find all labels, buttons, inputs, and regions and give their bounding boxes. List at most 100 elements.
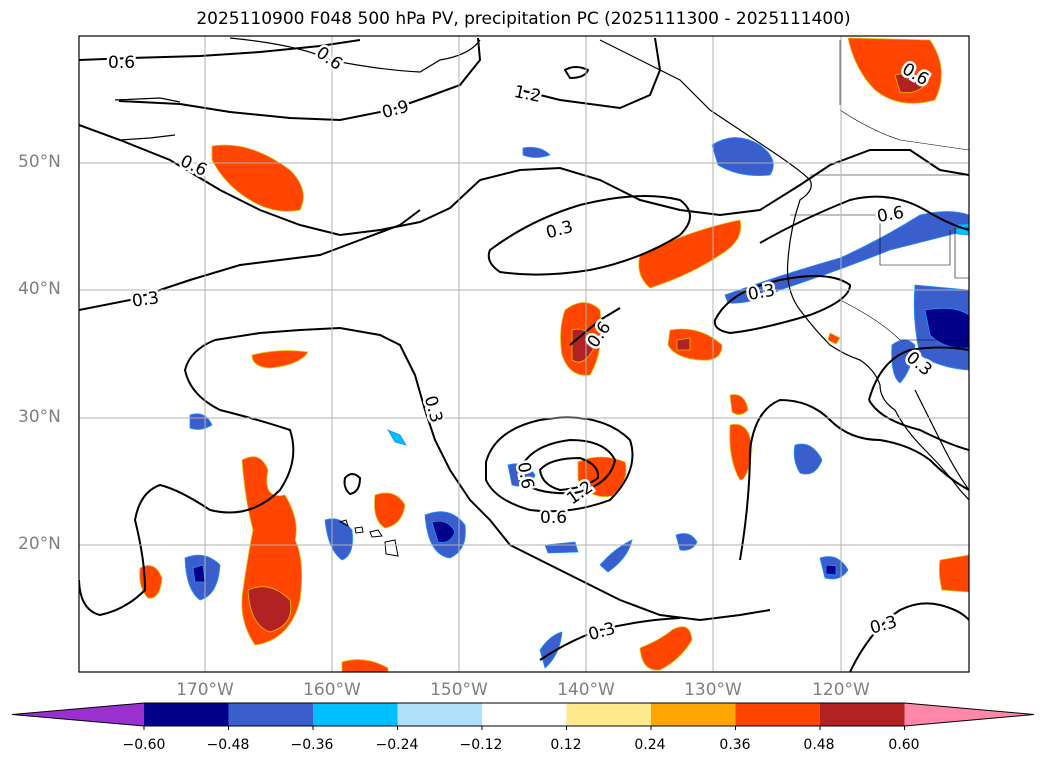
colorbar-tick-label: 0.12 (550, 737, 582, 753)
precip-blob (676, 337, 691, 351)
precip-blob (577, 456, 627, 498)
precip-negative-anomalies (184, 137, 969, 669)
contour-label: 0.6 (875, 203, 905, 227)
colorbar-tick-label: −0.36 (290, 737, 334, 753)
precip-blob (938, 554, 969, 593)
pv-contour-1.2 (519, 37, 662, 110)
pv-contours (79, 37, 969, 672)
precip-blob (667, 328, 723, 361)
precip-blob (324, 518, 353, 561)
colorbar-tick-label: 0.60 (888, 737, 920, 753)
coastlines (114, 37, 969, 501)
precip-blob (211, 144, 304, 212)
lat-tick-label: 50°N (18, 152, 61, 172)
precip-blob (374, 492, 406, 529)
colorbar-segment (566, 703, 652, 726)
colorbar-segment (144, 703, 229, 726)
lon-tick-label: 130°W (684, 680, 742, 700)
contour-label: 0.3 (586, 619, 617, 645)
lon-tick-label: 150°W (430, 680, 488, 700)
contour-label: 0.3 (131, 288, 161, 312)
colorbar-segment (397, 703, 483, 726)
pv-contour-0.3 (214, 326, 771, 622)
contour-label: 0.3 (868, 612, 899, 638)
lon-tick-label: 140°W (557, 680, 615, 700)
contour-label: 0.3 (544, 217, 575, 243)
lat-tick-label: 30°N (18, 407, 61, 427)
colorbar-segment (651, 703, 736, 726)
precip-blob (639, 626, 693, 671)
precip-blob (894, 73, 926, 94)
precip-blob (341, 659, 389, 672)
precip-blob (431, 520, 456, 543)
precip-blob (638, 219, 742, 289)
precip-blob (251, 350, 309, 369)
colorbar-segment (735, 703, 821, 726)
lon-tick-label: 120°W (812, 680, 870, 700)
precip-blob (522, 146, 551, 158)
contour-label: 0.6 (312, 43, 346, 75)
colorbar-segment (820, 703, 905, 726)
lon-tick-label: 160°W (303, 680, 361, 700)
precip-blob (924, 307, 969, 349)
precip-positive-anomalies (139, 37, 969, 672)
precip-blob (507, 463, 536, 487)
colorbar-tick-label: 0.24 (634, 737, 666, 753)
pv-contour-0.3 (79, 209, 421, 311)
pv-contour-0.3 (849, 602, 969, 672)
pv-contour-0.3 (868, 346, 969, 401)
gridlines (79, 36, 969, 672)
lat-tick-label: 20°N (18, 534, 61, 554)
colorbar-segment (482, 703, 567, 726)
pv-contour-0.3 (487, 195, 691, 276)
pv-contour-0.3 (713, 275, 852, 335)
contour-label: 0.3 (420, 394, 446, 425)
pv-contour-0.3 (868, 399, 969, 451)
colorbar-tick-label: −0.60 (122, 737, 166, 753)
colorbar-tick-label: −0.48 (206, 737, 250, 753)
colorbar (11, 702, 1035, 730)
precip-blob (675, 533, 698, 551)
contour-label: 0.6 (540, 508, 567, 528)
pv-contour-0.6 (485, 416, 634, 513)
colorbar-segment (313, 703, 398, 726)
precip-blob (544, 541, 579, 554)
lon-tick-label: 170°W (176, 680, 234, 700)
contour-label-layer: 0.6 0.6 0.9 1.2 0.6 0.3 0.3 0.3 0.6 0.6 … (106, 40, 939, 647)
colorbar-extension-max (904, 703, 1034, 726)
pv-contour-0.6 (79, 39, 361, 61)
pv-contour-0.9 (519, 438, 617, 495)
hawaii-islands (338, 519, 399, 557)
pv-contour-0.6 (79, 124, 969, 237)
colorbar-tick-label: 0.48 (803, 737, 835, 753)
precip-blob (189, 413, 213, 430)
lat-tick-label: 40°N (18, 279, 61, 299)
precip-blob (827, 332, 841, 345)
pv-contour-1.2 (538, 456, 600, 492)
contour-label: 0.6 (108, 53, 135, 73)
colorbar-tick-label: 0.36 (719, 737, 751, 753)
colorbar-tick-label: −0.24 (375, 737, 419, 753)
contour-label: 0.3 (746, 281, 776, 305)
pv-contour-0.6 (569, 307, 621, 346)
precip-blob (539, 631, 563, 669)
contour-label: 0.9 (380, 97, 411, 123)
precip-blob (793, 443, 823, 475)
precip-blob (729, 394, 749, 415)
precip-blob (729, 423, 753, 481)
pv-contour-0.3 (739, 398, 969, 561)
contour-label: 1.2 (512, 82, 543, 107)
precip-blob (247, 586, 292, 633)
precip-blob (192, 564, 206, 583)
precip-blob (387, 429, 407, 446)
colorbar-tick-label: −0.12 (459, 737, 503, 753)
colorbar-extension-min (12, 703, 144, 726)
map-title: 2025110900 F048 500 hPa PV, precipitatio… (196, 9, 851, 29)
pv-contour-0.3 (539, 617, 681, 661)
precip-blob (711, 137, 774, 176)
pv-contour-0.6 (759, 195, 969, 244)
colorbar-segment (228, 703, 314, 726)
precip-blob (825, 564, 837, 576)
plot-frame (78, 35, 970, 673)
